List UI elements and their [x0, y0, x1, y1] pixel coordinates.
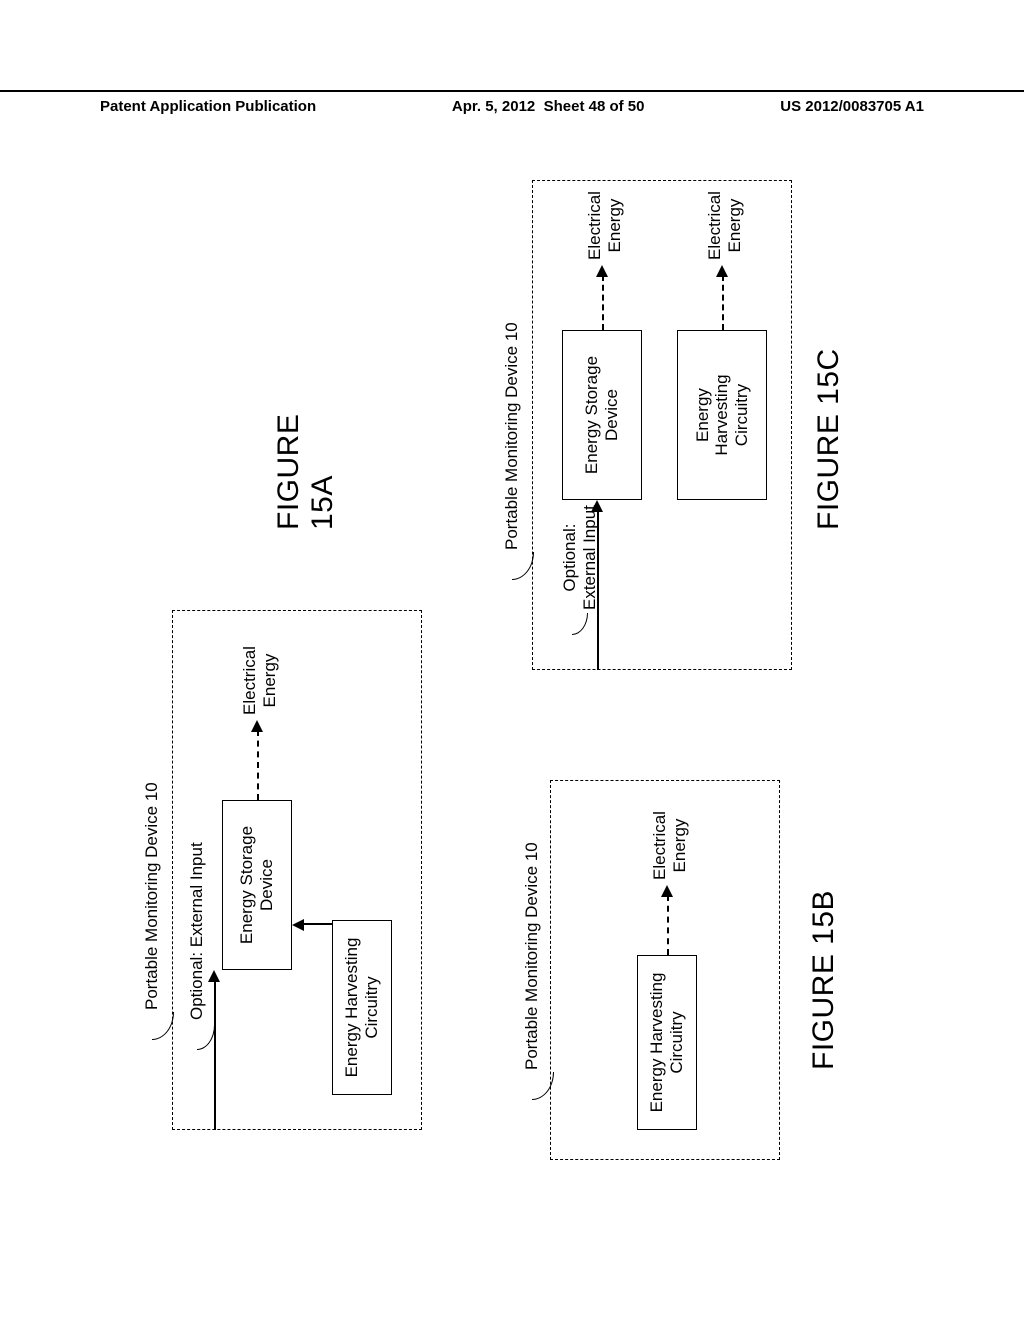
- caption-15c: FIGURE 15C: [812, 348, 846, 530]
- storage-out-arrow-15a: [257, 730, 259, 800]
- energy-harvesting-label-15a: Energy Harvesting Circuitry: [342, 938, 381, 1078]
- energy-harvesting-label-15c: Energy Harvesting Circuitry: [693, 374, 752, 455]
- energy-harvesting-box-15c: Energy Harvesting Circuitry: [677, 330, 767, 500]
- ext-input-arrow-15c: [597, 510, 599, 670]
- energy-harvesting-label-15b: Energy Harvesting Circuitry: [647, 973, 686, 1113]
- energy-storage-label-15a: Energy Storage Device: [237, 826, 276, 944]
- harvest-to-storage-arrowhead-15a: [292, 919, 304, 931]
- rotated-figure-stage: Portable Monitoring Device 10 Optional: …: [122, 110, 902, 1210]
- device-label-15a: Portable Monitoring Device 10: [142, 782, 162, 1010]
- optional-input-15c: Optional: External Input: [560, 505, 599, 610]
- figure-15c: Portable Monitoring Device 10 Optional: …: [502, 150, 862, 690]
- leader-curve-15a: [152, 1012, 174, 1040]
- electrical-energy-15b: Electrical Energy: [650, 811, 689, 880]
- harvest-to-storage-arrow-15a: [302, 923, 332, 925]
- storage-out-arrowhead-15a: [251, 720, 263, 732]
- optional-input-15a: Optional: External Input: [187, 842, 207, 1020]
- electrical-energy-bot-15c: Electrical Energy: [705, 191, 744, 260]
- electrical-energy-top-15c: Electrical Energy: [585, 191, 624, 260]
- storage-out-arrowhead-15c: [596, 265, 608, 277]
- harvest-out-arrowhead-15c: [716, 265, 728, 277]
- caption-15a: FIGURE 15A: [272, 414, 340, 530]
- energy-storage-box-15a: Energy Storage Device: [222, 800, 292, 970]
- caption-15b: FIGURE 15B: [807, 890, 841, 1070]
- device-label-15b: Portable Monitoring Device 10: [522, 842, 542, 1070]
- harvest-out-arrow-15b: [667, 895, 669, 955]
- energy-harvesting-box-15b: Energy Harvesting Circuitry: [637, 955, 697, 1130]
- energy-storage-label-15c: Energy Storage Device: [582, 356, 621, 474]
- ext-input-arrowhead-15c: [591, 500, 603, 512]
- storage-out-arrow-15c: [602, 275, 604, 330]
- leader-curve-15c: [512, 552, 534, 580]
- ext-input-arrow-15a: [214, 980, 216, 1130]
- energy-storage-box-15c: Energy Storage Device: [562, 330, 642, 500]
- energy-harvesting-box-15a: Energy Harvesting Circuitry: [332, 920, 392, 1095]
- figure-15b: Portable Monitoring Device 10 Energy Har…: [522, 760, 842, 1180]
- harvest-out-arrowhead-15b: [661, 885, 673, 897]
- electrical-energy-15a: Electrical Energy: [240, 646, 279, 715]
- figure-15a: Portable Monitoring Device 10 Optional: …: [142, 570, 442, 1150]
- harvest-out-arrow-15c: [722, 275, 724, 330]
- device-label-15c: Portable Monitoring Device 10: [502, 322, 522, 550]
- ext-input-arrowhead-15a: [208, 970, 220, 982]
